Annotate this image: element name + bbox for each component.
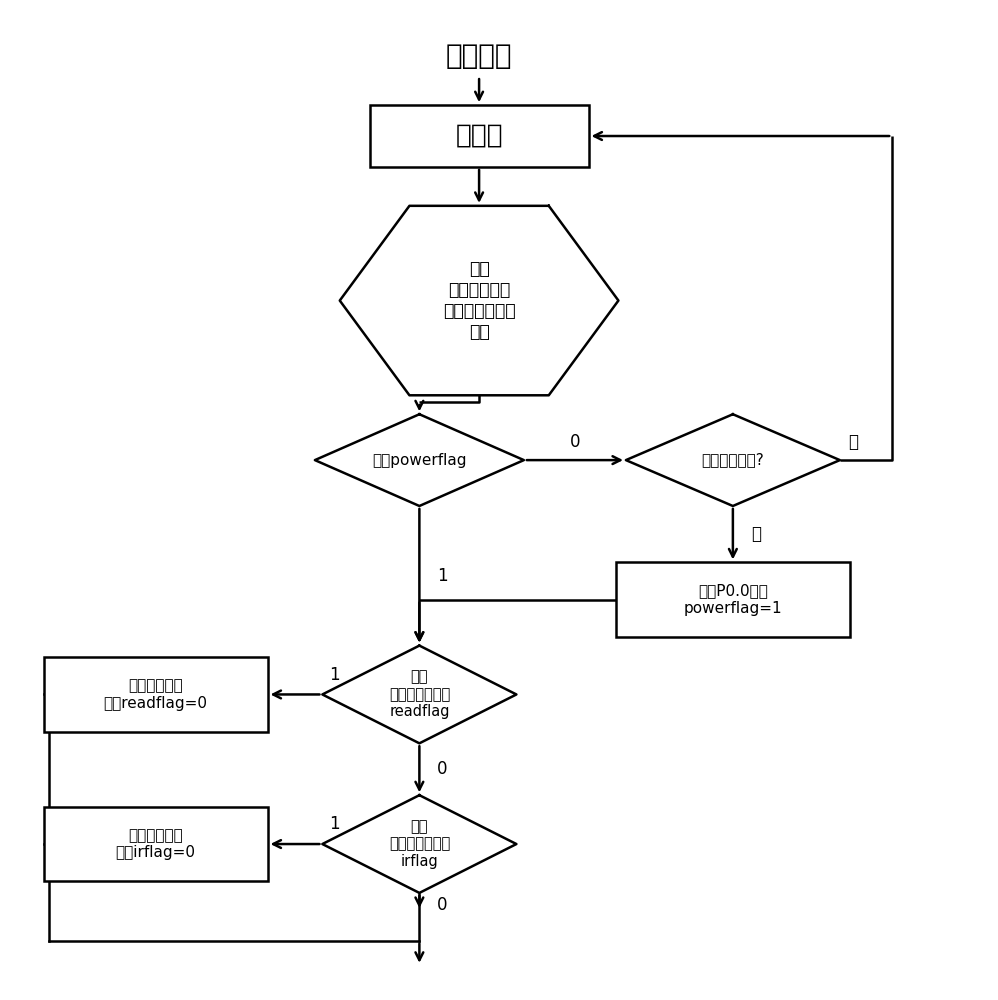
Text: 开启电源指令?: 开启电源指令? — [702, 453, 764, 468]
Text: 1: 1 — [329, 815, 339, 833]
Text: 处理串口指令
设置readflag=0: 处理串口指令 设置readflag=0 — [104, 678, 208, 711]
Text: 0: 0 — [437, 760, 448, 778]
Text: 检查
串口指令标志位
readflag: 检查 串口指令标志位 readflag — [389, 670, 450, 719]
Text: 处理红外指令
设置irflag=0: 处理红外指令 设置irflag=0 — [116, 828, 196, 860]
Text: 检查powerflag: 检查powerflag — [372, 453, 467, 468]
FancyBboxPatch shape — [44, 657, 267, 732]
Text: 检查
红外指令标志位
irflag: 检查 红外指令标志位 irflag — [389, 819, 450, 869]
FancyBboxPatch shape — [616, 562, 850, 637]
Text: 是: 是 — [750, 525, 760, 543]
Text: 设置P0.0为低
powerflag=1: 设置P0.0为低 powerflag=1 — [684, 584, 782, 616]
Text: 0: 0 — [437, 896, 448, 914]
Polygon shape — [322, 646, 516, 743]
Polygon shape — [339, 206, 619, 395]
Text: 初始化: 初始化 — [455, 123, 503, 149]
FancyBboxPatch shape — [44, 807, 267, 881]
Text: 否: 否 — [848, 433, 858, 451]
Polygon shape — [322, 795, 516, 893]
Polygon shape — [626, 414, 840, 506]
Text: 电源打开: 电源打开 — [446, 42, 512, 70]
Text: 1: 1 — [329, 666, 339, 684]
Polygon shape — [315, 414, 524, 506]
Text: 1: 1 — [437, 567, 448, 585]
FancyBboxPatch shape — [369, 105, 589, 167]
Text: 0: 0 — [570, 433, 580, 451]
Text: 等待
计算机命令包
红外遥控器开机
指令: 等待 计算机命令包 红外遥控器开机 指令 — [443, 260, 515, 341]
